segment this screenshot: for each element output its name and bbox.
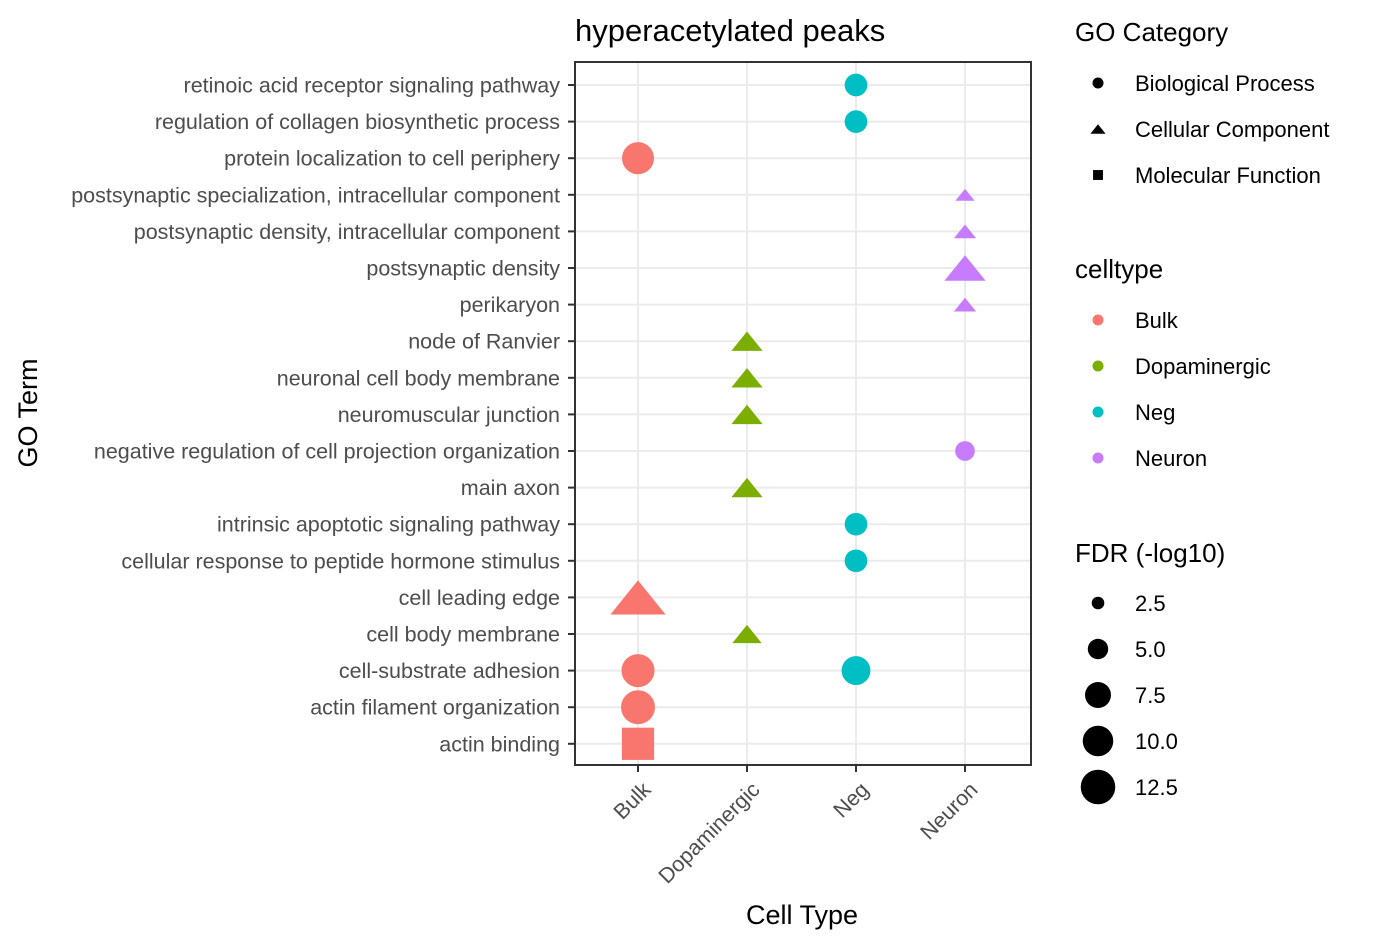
legend-size-label: 5.0 [1135,637,1166,662]
data-point [621,654,655,688]
x-tick-label: Bulk [609,777,656,824]
legend-size-key [1082,725,1114,757]
x-tick-label: Neuron [916,778,983,845]
data-point [731,331,763,351]
y-tick-label: postsynaptic density [366,257,560,281]
y-tick-label: neuromuscular junction [338,403,560,427]
legend-color-key [1092,314,1104,326]
data-point [953,297,977,312]
legend-fdr-title: FDR (-log10) [1075,538,1225,568]
data-point [953,224,977,239]
y-tick-label: neuronal cell body membrane [277,366,560,390]
legend-go-category-title: GO Category [1075,17,1228,47]
data-point [731,404,763,425]
data-point [731,477,763,498]
legend-shape-key [1090,124,1106,134]
y-axis-ticks: retinoic acid receptor signaling pathway… [71,74,575,756]
y-tick-label: perikaryon [460,293,560,317]
legend-shape-key [1093,170,1103,180]
legend-color-label: Dopaminergic [1135,354,1271,379]
x-tick-label: Neg [829,778,874,823]
legend-color-key [1092,406,1104,418]
y-tick-label: cell-substrate adhesion [339,659,560,683]
legend-size-label: 7.5 [1135,683,1166,708]
y-tick-label: postsynaptic specialization, intracellul… [71,183,560,207]
legend-size-key [1080,769,1116,805]
data-point [610,580,666,615]
legend-shape-label: Molecular Function [1135,163,1321,188]
legend-size-key [1085,682,1111,708]
y-axis-title: GO Term [13,358,43,467]
x-axis-title: Cell Type [746,900,858,930]
y-tick-label: actin binding [439,732,560,756]
y-tick-label: intrinsic apoptotic signaling pathway [217,513,560,537]
data-point [944,255,986,281]
legend-shape-key [1092,77,1104,89]
data-point [732,624,762,644]
legend-fdr: FDR (-log10) 2.5 5.0 7.5 10.0 12.5 [1075,538,1225,805]
y-tick-label: regulation of collagen biosynthetic proc… [155,110,560,134]
data-point [841,656,871,686]
legend-size-label: 12.5 [1135,775,1178,800]
legend-color-label: Bulk [1135,308,1179,333]
data-point [955,441,975,461]
data-point [621,727,655,760]
y-tick-label: node of Ranvier [408,330,560,354]
legend-color-label: Neuron [1135,446,1207,471]
data-point [844,73,868,97]
plot-area [574,61,1032,766]
legend-go-category: GO Category Biological Process Cellular C… [1075,17,1329,188]
y-tick-label: actin filament organization [310,696,560,720]
y-tick-label: retinoic acid receptor signaling pathway [184,74,561,98]
legend-shape-label: Cellular Component [1135,117,1329,142]
data-point [621,142,655,175]
legend-size-key [1091,596,1105,610]
legend-color-label: Neg [1135,400,1175,425]
data-point [844,110,868,133]
legend-celltype: celltype Bulk Dopaminergic Neg Neuron [1075,254,1271,471]
data-point [955,188,975,201]
y-tick-label: cell leading edge [399,586,560,610]
chart-title: hyperacetylated peaks [575,13,885,48]
y-tick-label: postsynaptic density, intracellular comp… [134,220,560,244]
data-point [621,690,655,725]
data-point [731,368,763,388]
data-point [844,549,868,573]
y-tick-label: protein localization to cell periphery [224,147,560,171]
data-point [844,512,868,536]
legend-size-label: 10.0 [1135,729,1178,754]
y-tick-label: main axon [461,476,560,500]
legend-shape-label: Biological Process [1135,71,1315,96]
x-tick-label: Dopaminergic [654,777,765,888]
legend-celltype-title: celltype [1075,254,1163,284]
legend-color-key [1092,452,1104,464]
y-tick-label: cellular response to peptide hormone sti… [121,549,560,573]
legend-size-label: 2.5 [1135,591,1166,616]
y-tick-label: negative regulation of cell projection o… [94,440,560,464]
legend-size-key [1087,638,1109,660]
legend-color-key [1092,360,1104,372]
y-tick-label: cell body membrane [366,623,560,647]
